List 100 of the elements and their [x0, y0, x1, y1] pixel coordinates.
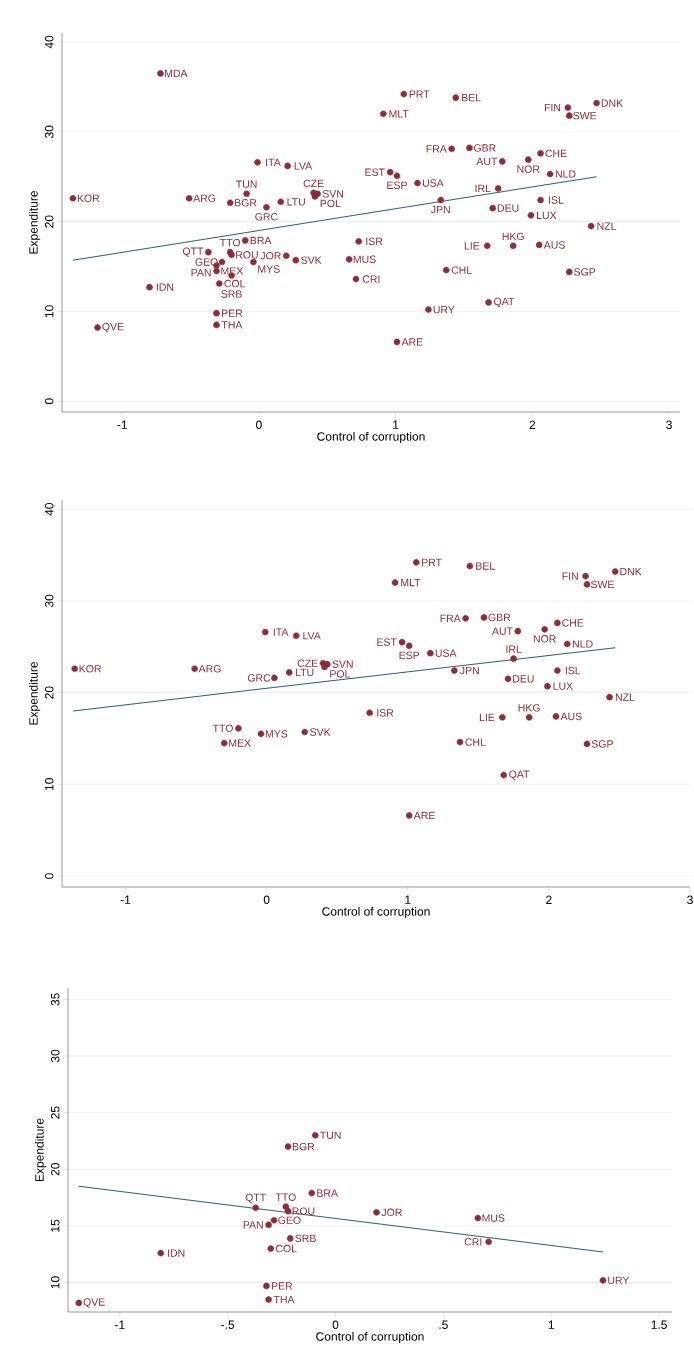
annotation: FRA	[440, 614, 461, 622]
annotation: THA	[273, 1295, 295, 1304]
annotation: GBR	[474, 144, 496, 152]
annotation: MLT	[401, 578, 421, 587]
x-tick-label: .5	[439, 1320, 448, 1329]
annotation: SGP	[591, 740, 613, 748]
annotation: BGR	[235, 199, 257, 207]
x-tick-label: 3	[687, 895, 693, 905]
annotation: ESP	[399, 651, 420, 660]
y-axis-title: Expenditure	[28, 662, 41, 725]
annotation: SVK	[301, 256, 322, 264]
annotation: BEL	[476, 562, 495, 570]
annotation: DEU	[513, 675, 534, 683]
x-axis-title: Control of corruption	[317, 431, 425, 444]
annotation: ISR	[377, 709, 394, 717]
annotation: QVE	[83, 1298, 105, 1308]
x-tick-label: 1	[393, 420, 399, 429]
y-tick-label: 30	[44, 125, 54, 139]
annotation: IDN	[168, 1249, 185, 1257]
annotation: CHE	[562, 619, 584, 627]
annotation: GRC	[255, 213, 278, 221]
y-tick-label: 30	[44, 594, 54, 608]
x-tick-label: 0	[256, 420, 262, 430]
annotation: IRL	[475, 184, 491, 192]
annotation: LIE	[464, 242, 480, 250]
y-tick-label: 15	[51, 1219, 60, 1232]
annotation: URY	[608, 1276, 630, 1284]
annotation: ARG	[193, 194, 216, 202]
annotation: EST	[377, 638, 397, 646]
annotation: HKG	[502, 232, 524, 241]
annotation: BGR	[292, 1142, 315, 1151]
annotation: TTO	[275, 1193, 296, 1201]
annotation: PER	[221, 309, 243, 317]
annotation: FRA	[426, 145, 447, 153]
annotation: DNK	[620, 567, 642, 576]
x-axis-title: Control of corruption	[322, 906, 430, 919]
annotation: SVN	[322, 190, 344, 198]
annotation: SVN	[332, 660, 353, 668]
annotation: LUX	[537, 211, 557, 219]
annotation: TUN	[236, 180, 257, 188]
annotation: AUT	[491, 627, 513, 635]
x-tick-label: 2	[546, 895, 552, 904]
annotation: BRA	[250, 236, 272, 245]
annotation: PER	[271, 1282, 293, 1290]
annotation: LVA	[294, 162, 313, 170]
annotation: QAT	[494, 297, 515, 308]
annotation: ESP	[387, 181, 407, 190]
annotation: MYS	[265, 730, 288, 738]
annotation: CZE	[303, 179, 324, 188]
annotation: LTU	[287, 198, 305, 206]
annotation: QTT	[245, 1193, 266, 1203]
annotation: AUT	[476, 157, 498, 166]
annotation: MEX	[229, 739, 251, 747]
annotation: LIE	[479, 713, 495, 721]
annotation: ITA	[273, 628, 289, 636]
y-tick-label: 40	[44, 502, 54, 516]
y-axis-title: Expenditure	[28, 191, 41, 254]
annotation: PRT	[422, 558, 442, 566]
y-tick-label: 0	[44, 398, 54, 405]
annotation: MUS	[482, 1214, 505, 1222]
annotation: TTO	[220, 238, 241, 247]
annotation: BEL	[462, 94, 481, 102]
annotation: AUS	[560, 712, 582, 721]
annotation: IDN	[156, 283, 174, 291]
annotation: CRI	[464, 1238, 482, 1246]
annotation: NLD	[572, 640, 593, 648]
annotation: LTU	[295, 668, 314, 677]
annotation: MLT	[389, 110, 409, 118]
annotation: FIN	[562, 572, 578, 580]
annotation: AUS	[543, 241, 565, 249]
x-tick-label: -.5	[221, 1320, 235, 1329]
y-tick-label: 25	[50, 1106, 60, 1119]
annotation: FIN	[544, 103, 561, 112]
annotation: CHL	[465, 738, 486, 746]
x-tick-label: 1.5	[651, 1320, 667, 1329]
y-tick-label: 40	[44, 35, 54, 49]
annotation: MDA	[165, 69, 188, 78]
x-tick-label: 3	[666, 420, 672, 430]
annotation: SRB	[221, 290, 242, 298]
annotation: LVA	[303, 632, 321, 640]
annotation: TUN	[320, 1131, 341, 1139]
annotation: SWE	[590, 580, 614, 589]
y-tick-label: 20	[50, 1163, 60, 1176]
annotation: MYS	[258, 265, 280, 273]
annotation: ROU	[292, 1207, 315, 1215]
annotation: LUX	[553, 682, 573, 690]
x-tick-label: 0	[263, 895, 270, 905]
annotation: TTO	[212, 724, 233, 733]
annotation: ARE	[401, 338, 423, 346]
y-tick-label: 0	[44, 873, 54, 879]
annotation: QAT	[509, 770, 530, 780]
y-tick-label: 20	[44, 215, 54, 228]
annotation: KOR	[77, 194, 100, 202]
annotation: ISL	[565, 666, 581, 675]
annotation: SVK	[310, 728, 331, 736]
annotation: JOR	[381, 1208, 402, 1217]
annotation: COL	[224, 279, 246, 288]
x-tick-label: 2	[529, 420, 536, 429]
annotation: BRA	[317, 1189, 338, 1197]
annotation: PAN	[191, 269, 211, 277]
